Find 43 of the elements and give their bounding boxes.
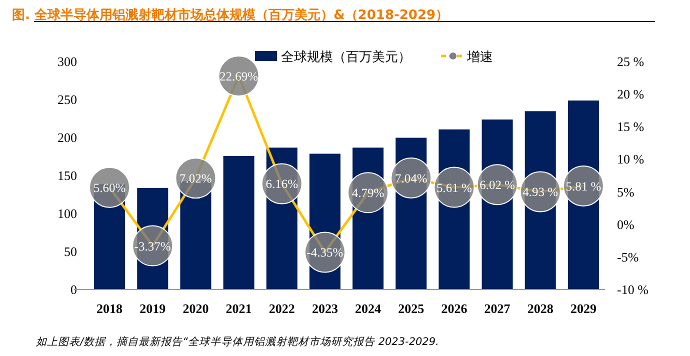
text: 如上图表/数据，摘自最新报告“全球半导体用铝溅射靶材市场研究报告 2023-2029. — [35, 336, 439, 348]
data-label: 7.04% — [394, 171, 428, 186]
y-tick-label: 250 — [58, 92, 77, 107]
data-label: -3.37% — [134, 239, 171, 254]
y2-tick-label: 0% — [617, 216, 634, 232]
x-tick-label: 2028 — [527, 301, 554, 316]
chart-title: 图. 全球半导体用铝溅射靶材市场总体规模（百万美元）&（2018-2029） — [12, 7, 449, 23]
data-label: 4.93 % — [522, 185, 558, 200]
x-tick-label: 2029 — [570, 301, 597, 316]
data-label: 22.69% — [220, 70, 258, 84]
y2-tick-label: 25 % — [617, 54, 644, 69]
data-label: -4.35% — [306, 246, 344, 260]
y-tick-label: 300 — [58, 54, 77, 69]
y2-tick-label: 5% — [617, 184, 634, 200]
data-label: 6.16% — [266, 177, 298, 192]
data-label: 5.81 % — [566, 180, 602, 194]
x-tick-label: 2024 — [355, 301, 382, 316]
x-tick-label: 2019 — [140, 301, 166, 316]
y-tick-label: 50 — [64, 244, 77, 259]
x-tick-label: 2021 — [226, 301, 252, 316]
bar — [223, 156, 254, 289]
data-label: 5.60% — [93, 180, 126, 195]
x-tick-label: 2018 — [96, 301, 124, 316]
x-tick-label: 2020 — [182, 301, 209, 316]
data-label: 6.02 % — [480, 178, 516, 192]
x-tick-label: 2025 — [398, 301, 425, 316]
y2-tick-label: 10 % — [617, 152, 644, 167]
x-tick-label: 2026 — [441, 301, 468, 316]
y-tick-label: 150 — [58, 168, 77, 183]
data-label: 4.79% — [352, 186, 384, 200]
data-label: 7.02% — [180, 172, 212, 186]
legend-label: 全球规模（百万美元） — [281, 49, 411, 65]
x-tick-label: 2023 — [312, 301, 338, 316]
y-tick-label: 100 — [58, 206, 77, 221]
y2-tick-label: 20 % — [617, 86, 644, 102]
x-tick-label: 2027 — [484, 301, 511, 316]
legend-label: 增速 — [466, 50, 493, 65]
x-tick-label: 2022 — [268, 301, 295, 316]
y-tick-label: 200 — [58, 130, 77, 145]
y2-tick-label: 15 % — [617, 119, 644, 134]
y2-tick-label: -10 % — [617, 282, 649, 297]
y2-tick-label: -5% — [617, 249, 639, 264]
data-label: 5.61 % — [436, 180, 472, 195]
